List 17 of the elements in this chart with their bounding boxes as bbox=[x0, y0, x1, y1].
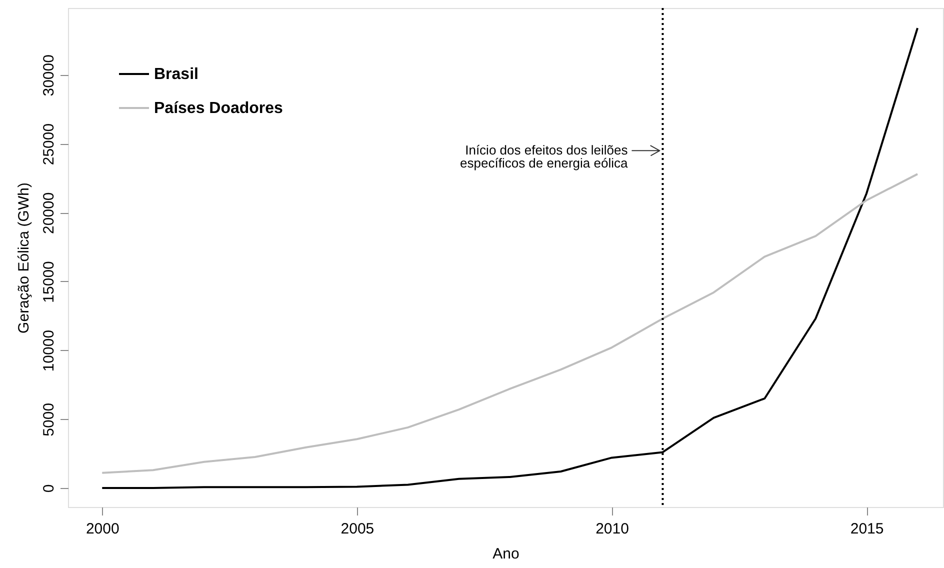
x-tick-label: 2005 bbox=[340, 520, 374, 538]
legend-label: Brasil bbox=[154, 66, 198, 83]
x-axis-title: Ano bbox=[492, 546, 520, 562]
x-tick-label: 2010 bbox=[596, 520, 629, 538]
y-tick-label: 0 bbox=[40, 484, 58, 493]
y-tick-label: 5000 bbox=[40, 402, 58, 436]
y-tick-label: 25000 bbox=[40, 123, 58, 166]
y-tick-label: 30000 bbox=[40, 54, 58, 96]
y-tick-label: 10000 bbox=[40, 330, 58, 372]
x-tick-label: 2000 bbox=[86, 520, 120, 538]
y-tick-label: 15000 bbox=[40, 261, 58, 303]
x-tick-label: 2015 bbox=[850, 520, 884, 538]
annotation: Início dos efeitos dos leilões específicos de energia eólica bbox=[460, 142, 628, 171]
y-axis-title: Geração Eólica (GWh) bbox=[16, 182, 32, 334]
line-series bbox=[101, 173, 919, 474]
legend-label: Países Doadores bbox=[154, 100, 284, 117]
y-tick-label: 20000 bbox=[40, 192, 58, 234]
